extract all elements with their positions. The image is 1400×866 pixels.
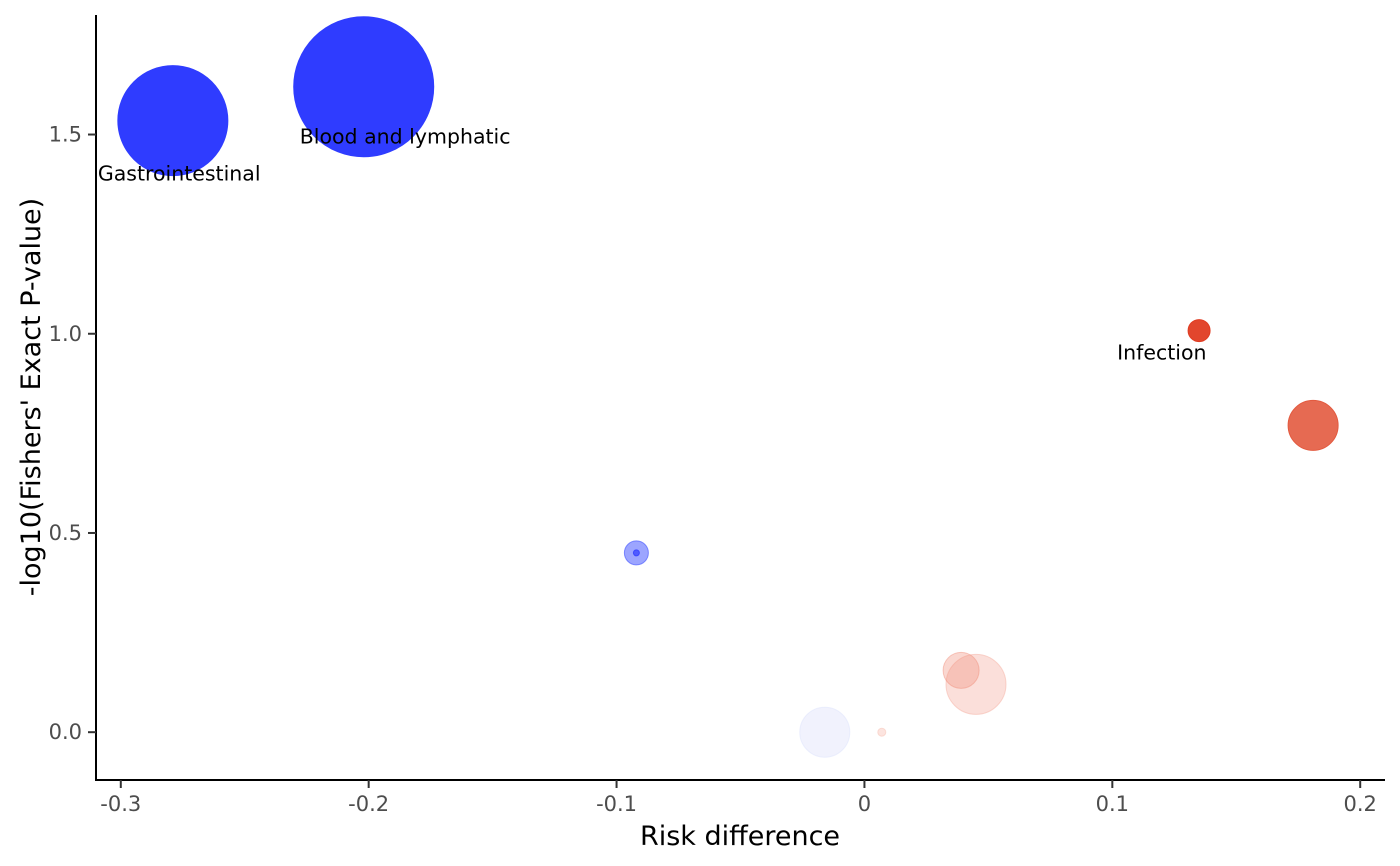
y-tick-label: 1.0 [49, 322, 82, 346]
x-tick-label: 0 [858, 792, 871, 816]
y-axis-title: -log10(Fishers' Exact P-value) [16, 198, 47, 596]
x-tick-label: 0.1 [1096, 792, 1129, 816]
y-tick-label: 0.0 [49, 720, 82, 744]
point-labels-layer: Blood and lymphatic Gastrointestinal Infec… [98, 125, 1207, 365]
points-layer [117, 16, 1339, 758]
y-ticks: 0.0 0.5 1.0 1.5 [49, 123, 96, 744]
data-point [877, 727, 887, 737]
point-label: Gastrointestinal [98, 162, 261, 186]
x-tick-label: -0.1 [596, 792, 637, 816]
data-point [942, 651, 980, 689]
point-label: Blood and lymphatic [300, 125, 511, 149]
data-point [117, 65, 229, 177]
data-point [293, 16, 435, 158]
y-tick-label: 1.5 [49, 123, 82, 147]
data-point [945, 653, 1007, 715]
data-point [799, 706, 851, 758]
data-point [1187, 319, 1211, 343]
x-axis-title: Risk difference [640, 821, 840, 852]
y-tick-label: 0.5 [49, 521, 82, 545]
x-tick-label: -0.2 [348, 792, 389, 816]
data-point [632, 549, 640, 557]
point-label: Infection [1117, 341, 1206, 365]
x-ticks: -0.3 -0.2 -0.1 0 0.1 0.2 [100, 780, 1377, 816]
x-tick-label: -0.3 [100, 792, 141, 816]
x-tick-label: 0.2 [1344, 792, 1377, 816]
data-point [1287, 399, 1339, 451]
